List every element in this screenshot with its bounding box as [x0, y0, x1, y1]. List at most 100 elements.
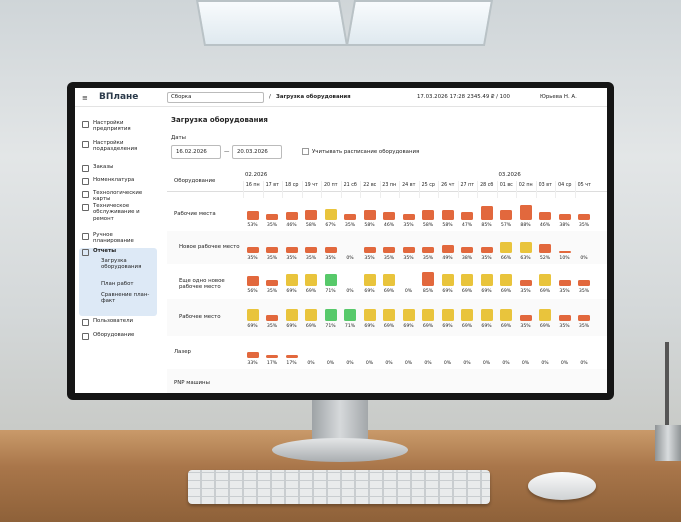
column-header[interactable]: Оборудование: [174, 178, 216, 184]
day-header[interactable]: 01 вс: [499, 183, 513, 188]
pen-holder: [655, 425, 681, 461]
load-bar: [519, 315, 532, 321]
skylight: [195, 0, 349, 46]
value-label: 17%: [286, 361, 297, 366]
value-label: 69%: [383, 289, 395, 294]
value-label: 0%: [560, 361, 569, 366]
row-bg: [167, 336, 607, 370]
value-label: 35%: [422, 256, 434, 261]
row-name[interactable]: Новое рабочее место: [179, 243, 240, 250]
load-bar: [578, 315, 590, 321]
load-bar: [422, 309, 434, 321]
day-header[interactable]: 18 ср: [285, 183, 299, 188]
row-name[interactable]: Рабочее место: [179, 313, 221, 320]
value-label: 58%: [305, 223, 317, 228]
load-bar: [500, 241, 512, 253]
value-label: 69%: [286, 289, 297, 294]
row-name[interactable]: Лазер: [174, 348, 191, 355]
value-label: 63%: [520, 256, 531, 261]
load-bar: [285, 274, 298, 286]
value-label: 53%: [247, 223, 258, 228]
day-header[interactable]: 22 вс: [363, 183, 377, 188]
day-header[interactable]: 02 пн: [518, 183, 533, 188]
value-label: 35%: [383, 256, 395, 261]
load-bar: [305, 309, 317, 321]
value-label: 38%: [559, 223, 570, 228]
sidebar-subitem[interactable]: План работ: [101, 281, 134, 287]
user[interactable]: Юрьева Н. А.: [540, 94, 577, 100]
value-label: 0%: [443, 361, 452, 366]
value-label: 0%: [404, 361, 413, 366]
sidebar-item[interactable]: Номенклатура: [93, 177, 135, 183]
row-name[interactable]: Рабочие места: [174, 210, 216, 217]
sidebar-item[interactable]: Техническое обслуживание и ремонт: [93, 203, 140, 222]
division-select[interactable]: [167, 92, 264, 103]
page-title: Загрузка оборудования: [171, 116, 268, 124]
value-label: 35%: [344, 223, 356, 228]
value-label: 46%: [539, 223, 551, 228]
sidebar-item[interactable]: Настройки подразделения: [93, 140, 138, 153]
header-line: [167, 191, 607, 192]
skylight: [345, 0, 494, 46]
day-header[interactable]: 04 ср: [558, 183, 572, 188]
load-bar: [558, 315, 571, 321]
sidebar-item[interactable]: Настройки предприятия: [93, 120, 131, 133]
value-label: 35%: [578, 223, 590, 228]
date-to-input[interactable]: [232, 145, 282, 159]
sidebar-item[interactable]: Пользователи: [93, 318, 134, 324]
day-header[interactable]: 24 вт: [402, 183, 416, 188]
load-bar: [363, 247, 376, 253]
value-label: 0%: [346, 361, 354, 366]
sidebar-item[interactable]: Отчеты: [93, 248, 117, 254]
day-header[interactable]: 21 сб: [343, 183, 357, 188]
sidebar-icon: [82, 121, 89, 128]
sidebar-subitem[interactable]: Загрузка оборудования: [101, 258, 142, 271]
row-name[interactable]: PNP машины: [174, 380, 210, 386]
load-bar: [500, 309, 512, 321]
sidebar-item[interactable]: Заказы: [93, 164, 114, 170]
sidebar-subitem[interactable]: Сравнение план-факт: [101, 292, 150, 305]
day-header[interactable]: 28 сб: [480, 183, 494, 188]
load-bar: [402, 214, 415, 220]
day-header[interactable]: 19 чт: [304, 183, 318, 188]
breadcrumb: Загрузка оборудования: [276, 94, 351, 100]
load-bar: [461, 246, 473, 253]
day-header[interactable]: 25 ср: [421, 183, 435, 188]
day-header[interactable]: 26 чт: [441, 183, 455, 188]
day-header[interactable]: 27 пт: [460, 183, 475, 188]
topbar: [75, 88, 607, 107]
day-header[interactable]: 05 чт: [577, 183, 591, 188]
date-from-input[interactable]: [171, 145, 221, 159]
sidebar-icon: [82, 204, 89, 211]
value-label: 85%: [481, 223, 492, 228]
value-label: 35%: [559, 289, 570, 294]
day-header[interactable]: 17 вт: [265, 183, 279, 188]
menu-icon[interactable]: ≡: [82, 94, 88, 102]
load-bar: [285, 247, 298, 253]
value-label: 47%: [461, 223, 473, 228]
sidebar-item[interactable]: Технологические карты: [93, 190, 143, 203]
load-bar: [383, 212, 395, 220]
value-label: 52%: [539, 256, 551, 261]
value-label: 0%: [307, 361, 315, 366]
value-label: 69%: [422, 324, 434, 329]
checkbox[interactable]: [302, 148, 309, 155]
value-label: 71%: [325, 289, 336, 294]
load-bar: [422, 247, 434, 253]
value-label: 35%: [520, 289, 531, 294]
sidebar-item[interactable]: Ручное планирование: [93, 232, 134, 245]
date-from: 16.02.2026: [176, 149, 207, 155]
load-bar: [461, 309, 473, 321]
day-header[interactable]: 03 вт: [538, 183, 552, 188]
day-header[interactable]: 20 пт: [323, 183, 338, 188]
load-bar: [500, 210, 512, 220]
load-bar: [246, 247, 259, 253]
sidebar-item[interactable]: Оборудование: [93, 332, 135, 338]
sidebar-icon: [82, 319, 89, 326]
value-label: 35%: [266, 223, 278, 228]
load-bar: [363, 274, 376, 286]
monitor-stand: [312, 398, 368, 442]
day-header[interactable]: 16 пн: [245, 183, 260, 188]
day-header[interactable]: 23 пн: [382, 183, 397, 188]
row-name[interactable]: Еще одно новое рабочее место: [179, 277, 225, 290]
